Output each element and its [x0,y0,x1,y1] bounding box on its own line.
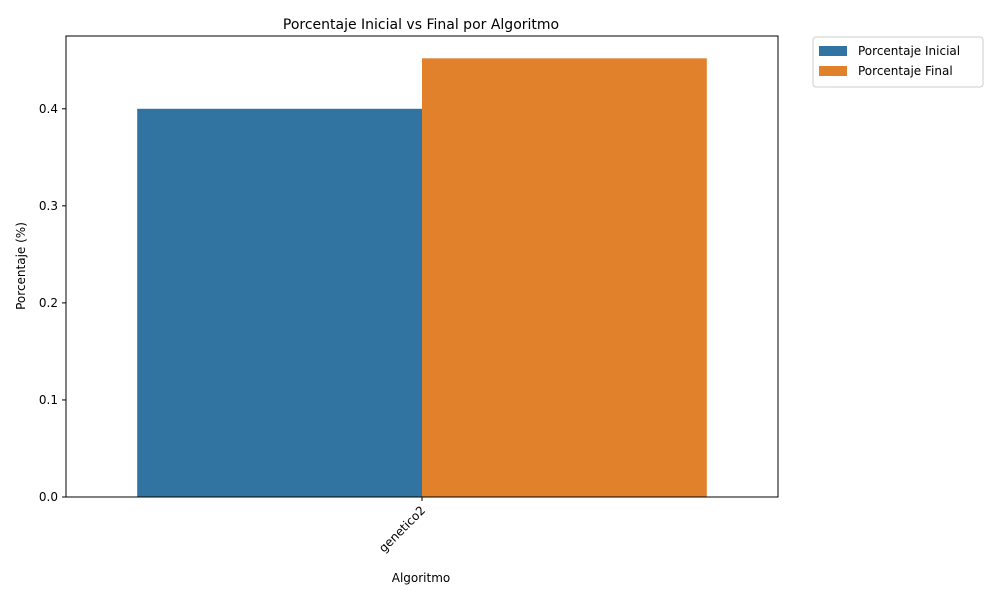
y-tick-label: 0.0 [39,490,58,504]
legend: Porcentaje Inicial Porcentaje Final [812,36,984,88]
y-tick-label: 0.3 [39,199,58,213]
legend-box [812,36,984,88]
y-tick-label: 0.1 [39,393,58,407]
legend-label: Porcentaje Inicial [858,44,960,58]
x-axis-title: Algoritmo [392,571,451,585]
bar-porcentaje-final-genetico2 [422,58,707,497]
chart-title: Porcentaje Inicial vs Final por Algoritm… [283,17,559,33]
plot-frame [65,35,779,498]
y-tick-label: 0.2 [39,296,58,310]
legend-swatch [819,66,847,76]
y-tick-label: 0.4 [39,102,58,116]
legend-swatch [819,46,847,56]
x-tick-label: genetico2 [376,503,428,555]
y-axis-title: Porcentaje (%) [14,222,28,310]
legend-label: Porcentaje Final [858,64,953,78]
bars-layer [137,58,707,497]
bar-porcentaje-inicial-genetico2 [137,108,422,497]
